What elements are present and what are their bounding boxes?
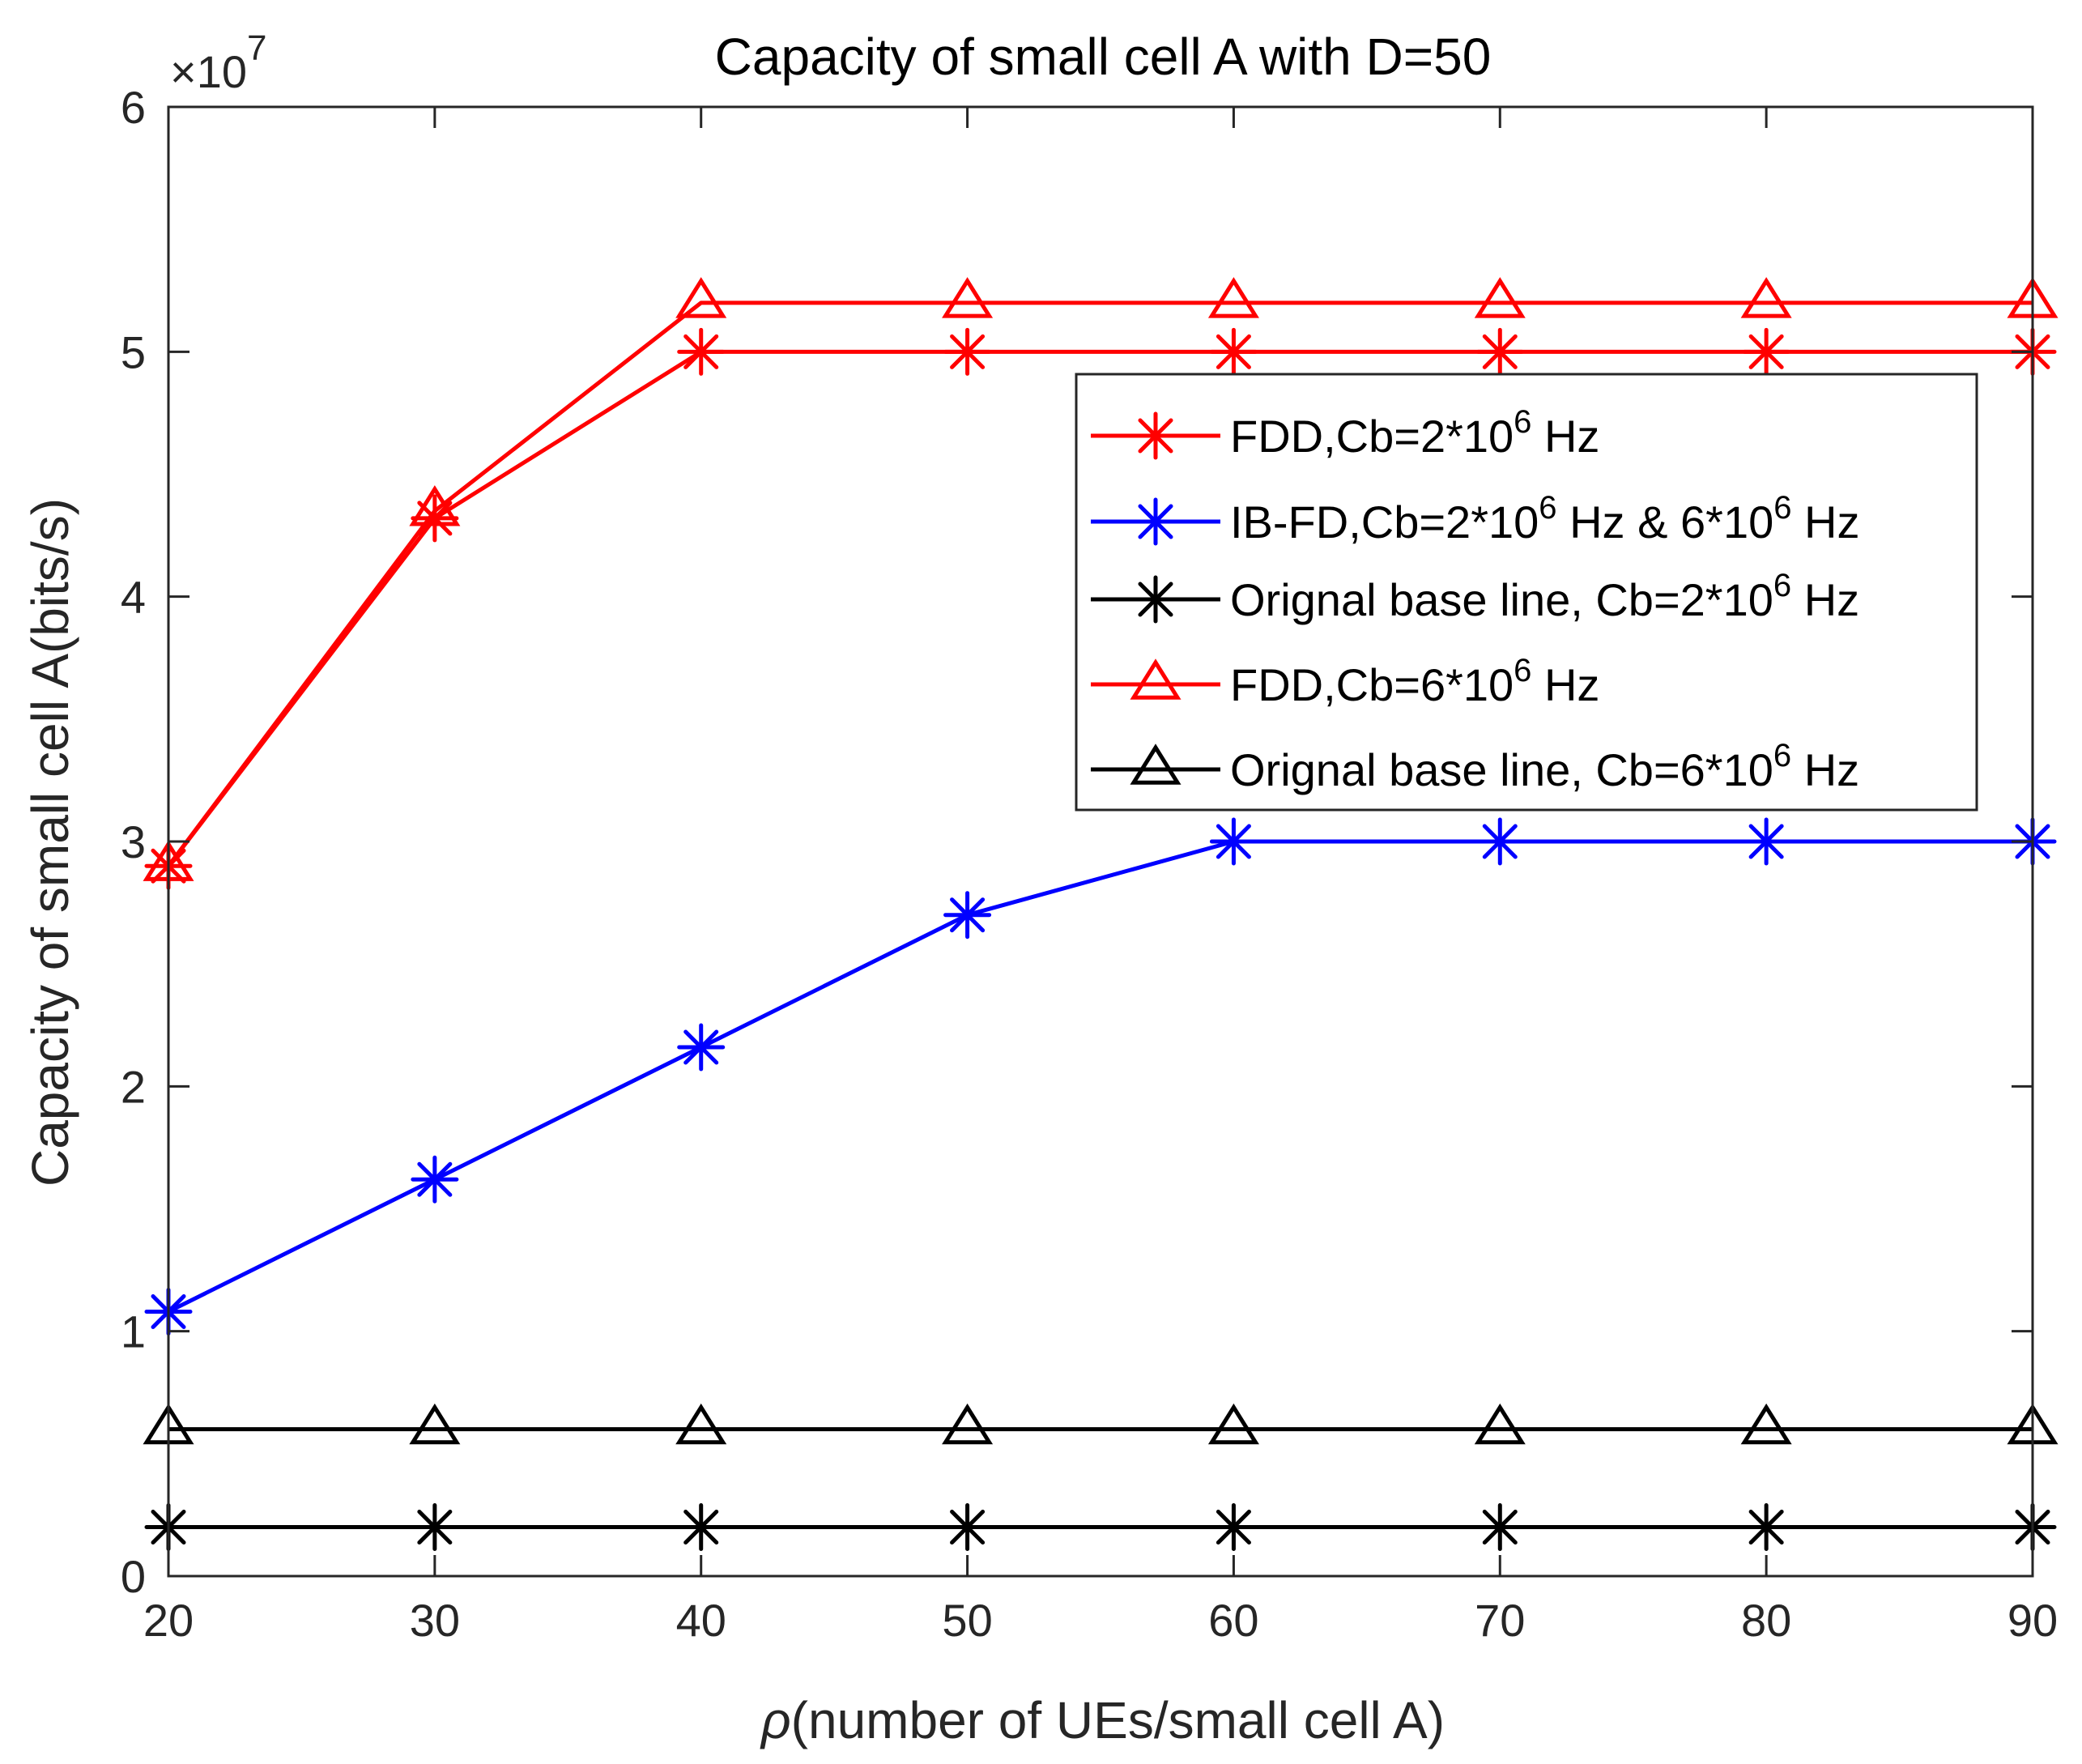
data-point [409, 485, 461, 526]
legend-entry-1: FDD,Cb=2*106 Hz [1091, 404, 1599, 462]
legend-label: FDD,Cb=2*106 Hz [1230, 404, 1599, 462]
legend-entry-5: Orignal base line, Cb=6*106 Hz [1091, 738, 1859, 795]
x-tick-label: 90 [2007, 1595, 2058, 1646]
x-tick-label: 80 [1741, 1595, 1791, 1646]
y-tick-label: 6 [121, 82, 146, 133]
data-point [942, 277, 994, 318]
data-point [1740, 1403, 1792, 1445]
y-tick-label: 5 [121, 326, 146, 377]
data-point [1207, 277, 1259, 318]
data-point [943, 327, 992, 376]
y-tick-label: 1 [121, 1306, 146, 1357]
chart-title: Capacity of small cell A with D=50 [715, 28, 1492, 86]
legend-marker [1130, 744, 1182, 785]
legend-marker [1131, 497, 1180, 546]
y-tick-label: 0 [121, 1551, 146, 1602]
x-tick-label: 40 [676, 1595, 726, 1646]
legend-marker [1130, 658, 1182, 700]
y-axis-label: Capacity of small cell A(bits/s) [21, 498, 79, 1187]
data-point [675, 1403, 727, 1445]
y-axis-exponent: ×107 [170, 28, 266, 97]
x-axis-label: ρ(number of UEs/small cell A) [760, 1691, 1445, 1749]
y-tick-label: 4 [121, 572, 146, 623]
data-point [1474, 1403, 1526, 1445]
data-point [677, 1503, 726, 1552]
legend-marker [1131, 411, 1180, 460]
data-point [1740, 277, 1792, 318]
x-axis-label-text: (number of UEs/small cell A) [791, 1691, 1445, 1749]
data-point [1742, 817, 1790, 866]
series-line [167, 839, 2033, 1314]
legend-marker [1131, 575, 1180, 624]
x-tick-label: 60 [1208, 1595, 1258, 1646]
series-1 [144, 327, 2057, 890]
data-point [1474, 277, 1526, 318]
exponent-power: 7 [247, 28, 266, 68]
data-point [1475, 1503, 1524, 1552]
data-point [943, 1503, 992, 1552]
data-point [1209, 327, 1258, 376]
legend-entry-4: FDD,Cb=6*106 Hz [1091, 653, 1599, 710]
legend-label: Orignal base line, Cb=2*106 Hz [1230, 568, 1859, 625]
data-point [409, 1403, 461, 1445]
x-tick-label: 20 [143, 1595, 194, 1646]
x-axis-label-symbol: ρ [760, 1691, 791, 1749]
legend-box [1075, 373, 1978, 812]
exponent-base: ×10 [170, 46, 247, 97]
data-point [1742, 327, 1790, 376]
data-point [942, 1403, 994, 1445]
x-tick-label: 50 [942, 1595, 992, 1646]
data-point [677, 327, 726, 376]
data-point [1475, 817, 1524, 866]
y-tick-label: 2 [121, 1061, 146, 1112]
x-tick-label: 30 [410, 1595, 460, 1646]
legend-entry-2: IB-FD,Cb=2*106 Hz & 6*106 Hz [1091, 490, 1859, 548]
data-point [677, 1023, 726, 1072]
data-point [411, 1155, 459, 1204]
series-2 [144, 817, 2057, 1336]
x-tick-label: 70 [1475, 1595, 1525, 1646]
ticks-layer: 20 30 40 50 60 70 80 90 0 1 2 3 4 5 6 [121, 82, 2058, 1646]
legend-entry-3: Orignal base line, Cb=2*106 Hz [1091, 568, 1859, 625]
data-point [675, 277, 727, 318]
legend-label: IB-FD,Cb=2*106 Hz & 6*106 Hz [1230, 490, 1859, 548]
y-tick-label: 3 [121, 816, 146, 867]
data-point [411, 1503, 459, 1552]
series-4 [143, 277, 2059, 881]
data-point [1207, 1403, 1259, 1445]
legend-label: Orignal base line, Cb=6*106 Hz [1230, 738, 1859, 795]
data-point [1742, 1503, 1790, 1552]
data-point [943, 891, 992, 940]
series-line [167, 349, 2033, 867]
legend-label: FDD,Cb=6*106 Hz [1230, 653, 1599, 710]
data-point [1209, 817, 1258, 866]
series-line [167, 300, 2033, 867]
svg-text:×107: ×107 [170, 28, 266, 97]
data-point [1475, 327, 1524, 376]
legend: FDD,Cb=2*106 Hz IB-FD,Cb=2*106 Hz & 6*106… [1075, 373, 1978, 812]
data-point [1209, 1503, 1258, 1552]
